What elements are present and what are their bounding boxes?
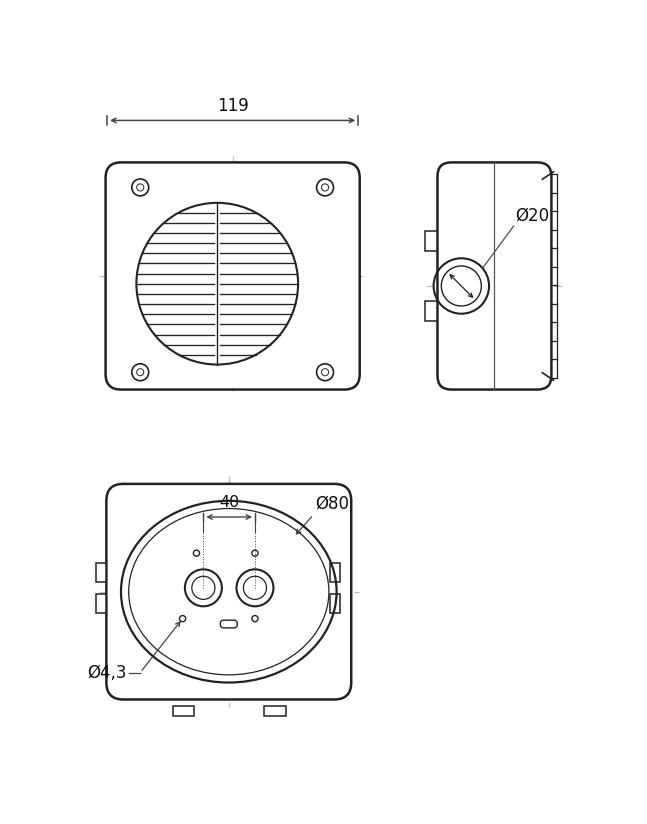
FancyBboxPatch shape	[437, 162, 551, 390]
Bar	[330, 563, 340, 582]
Text: Ø4,3: Ø4,3	[87, 663, 127, 681]
Bar	[96, 593, 106, 613]
FancyBboxPatch shape	[106, 484, 351, 700]
FancyBboxPatch shape	[221, 620, 237, 628]
Bar	[425, 232, 437, 251]
Bar	[425, 301, 437, 321]
Bar	[330, 593, 340, 613]
Text: 40: 40	[219, 495, 239, 510]
Text: 119: 119	[217, 97, 248, 115]
FancyBboxPatch shape	[105, 162, 360, 390]
Bar	[173, 705, 194, 716]
Text: Ø20: Ø20	[515, 206, 549, 224]
Text: Ø80: Ø80	[315, 495, 349, 513]
Bar	[264, 705, 286, 716]
Bar	[96, 563, 106, 582]
